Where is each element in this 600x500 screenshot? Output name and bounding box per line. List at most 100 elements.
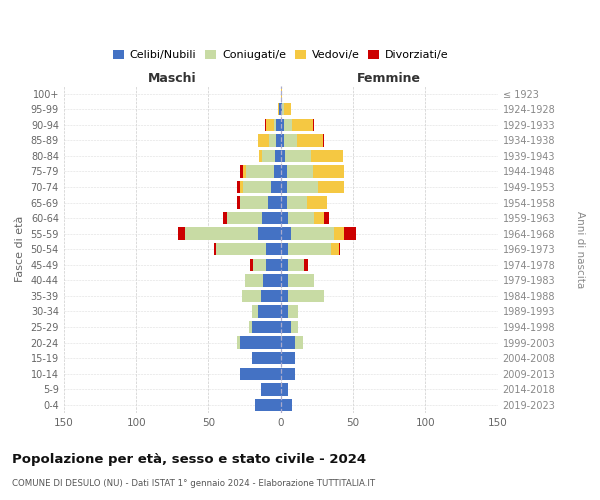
Bar (281, 243, 340, 256)
Bar (277, 134, 281, 146)
Bar (240, 336, 281, 349)
Bar (252, 352, 281, 364)
Bar (281, 118, 314, 131)
Bar (281, 243, 288, 256)
Bar (263, 274, 281, 286)
Bar (281, 290, 288, 302)
Bar (260, 383, 281, 396)
Bar (281, 274, 314, 286)
Bar (280, 103, 281, 116)
Bar (240, 196, 281, 209)
Bar (266, 243, 281, 256)
Bar (249, 321, 281, 334)
Bar (281, 134, 323, 146)
Bar (281, 274, 314, 286)
Bar (255, 398, 281, 411)
Bar (238, 336, 281, 349)
Bar (281, 336, 302, 349)
Bar (245, 274, 281, 286)
Bar (281, 290, 324, 302)
Bar (257, 306, 281, 318)
Bar (240, 165, 281, 177)
Bar (255, 398, 281, 411)
Bar (185, 228, 281, 240)
Bar (274, 118, 281, 131)
Bar (281, 398, 292, 411)
Bar (252, 306, 281, 318)
Bar (281, 398, 292, 411)
Y-axis label: Anni di nascita: Anni di nascita (575, 210, 585, 288)
Bar (238, 336, 281, 349)
Bar (281, 321, 291, 334)
Bar (243, 165, 281, 177)
Bar (255, 398, 281, 411)
Bar (281, 134, 297, 146)
Bar (281, 134, 284, 146)
Bar (281, 196, 327, 209)
Bar (281, 321, 298, 334)
Bar (281, 258, 288, 271)
Bar (214, 243, 281, 256)
Bar (257, 134, 281, 146)
Bar (281, 352, 295, 364)
Bar (281, 306, 298, 318)
Bar (281, 165, 313, 177)
Bar (281, 398, 292, 411)
Bar (240, 368, 281, 380)
Bar (281, 212, 314, 224)
Bar (245, 274, 281, 286)
Bar (281, 352, 295, 364)
Bar (281, 352, 295, 364)
Bar (252, 352, 281, 364)
Bar (249, 321, 281, 334)
Bar (281, 212, 288, 224)
Bar (281, 212, 324, 224)
Bar (281, 368, 295, 380)
Bar (268, 196, 281, 209)
Bar (250, 258, 281, 271)
Bar (281, 212, 329, 224)
Bar (281, 118, 284, 131)
Bar (275, 150, 281, 162)
Bar (281, 383, 288, 396)
Bar (240, 368, 281, 380)
Bar (281, 274, 314, 286)
Bar (281, 336, 302, 349)
Bar (216, 243, 281, 256)
Bar (257, 228, 281, 240)
Bar (281, 306, 298, 318)
Bar (281, 383, 288, 396)
Legend: Celibi/Nubili, Coniugati/e, Vedovi/e, Divorziati/e: Celibi/Nubili, Coniugati/e, Vedovi/e, Di… (109, 46, 453, 65)
Bar (281, 258, 304, 271)
Bar (281, 196, 287, 209)
Bar (266, 118, 281, 131)
Bar (281, 306, 298, 318)
Bar (281, 398, 292, 411)
Bar (281, 258, 304, 271)
Bar (281, 181, 344, 193)
Bar (280, 103, 281, 116)
Bar (271, 181, 281, 193)
Bar (281, 228, 344, 240)
Bar (238, 181, 281, 193)
Bar (227, 212, 281, 224)
Bar (252, 352, 281, 364)
Bar (281, 368, 295, 380)
Bar (281, 165, 344, 177)
Bar (281, 103, 291, 116)
Bar (281, 290, 324, 302)
Bar (281, 196, 327, 209)
Bar (281, 352, 295, 364)
Bar (281, 103, 284, 116)
Bar (265, 118, 281, 131)
Bar (262, 212, 281, 224)
Bar (245, 274, 281, 286)
Y-axis label: Fasce di età: Fasce di età (15, 216, 25, 282)
Bar (281, 321, 298, 334)
Bar (281, 243, 331, 256)
Bar (281, 150, 343, 162)
Bar (240, 368, 281, 380)
Bar (281, 88, 282, 100)
Bar (216, 243, 281, 256)
Bar (281, 321, 298, 334)
